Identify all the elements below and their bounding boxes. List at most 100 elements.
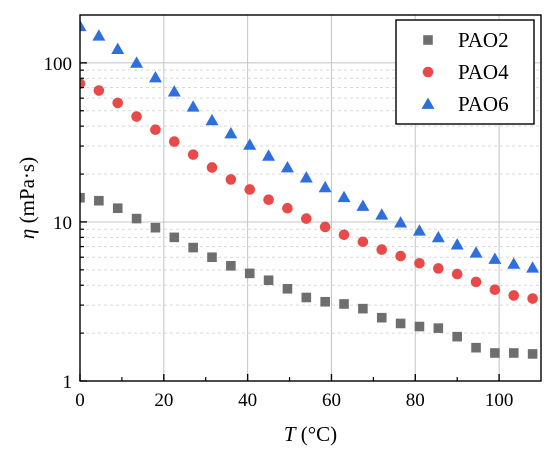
x-axis-label: T (°C) xyxy=(284,422,337,446)
data-point-pao2 xyxy=(226,260,236,271)
data-point-pao2 xyxy=(80,192,85,203)
data-point-pao6 xyxy=(507,257,521,269)
data-point-pao2 xyxy=(188,242,198,253)
data-point-pao4 xyxy=(187,149,199,160)
legend-label-pao2: PAO2 xyxy=(458,28,509,52)
y-axis-unit: (mPa·s) xyxy=(15,157,39,229)
data-point-pao4 xyxy=(80,78,86,89)
legend-marker-pao2 xyxy=(423,35,433,45)
data-point-pao2 xyxy=(244,268,255,279)
axis-ticks xyxy=(79,62,500,382)
data-point-pao2 xyxy=(301,292,312,303)
x-axis-unit: (°C) xyxy=(296,422,338,446)
data-point-pao2 xyxy=(94,195,104,206)
legend-label-pao4: PAO4 xyxy=(458,60,509,84)
data-point-pao6 xyxy=(148,70,162,83)
data-point-pao4 xyxy=(395,250,406,262)
data-point-pao2 xyxy=(471,342,481,353)
legend-marker-pao4 xyxy=(422,66,434,78)
data-point-pao4 xyxy=(282,202,293,214)
data-point-pao6 xyxy=(205,113,219,126)
data-point-pao6 xyxy=(299,171,313,183)
data-point-pao6 xyxy=(412,224,426,236)
data-point-pao6 xyxy=(337,190,351,203)
series-pao6 xyxy=(80,19,550,276)
data-point-pao6 xyxy=(92,29,106,41)
data-point-pao6 xyxy=(167,85,181,97)
data-point-pao6 xyxy=(394,216,408,228)
data-point-pao2 xyxy=(508,348,519,358)
data-point-pao2 xyxy=(282,283,293,294)
data-point-pao4 xyxy=(414,257,425,269)
data-point-pao4 xyxy=(489,284,501,295)
data-point-pao4 xyxy=(225,174,237,185)
data-point-pao4 xyxy=(338,229,350,241)
data-point-pao4 xyxy=(319,221,331,233)
data-point-pao2 xyxy=(320,296,330,307)
data-point-pao4 xyxy=(451,268,463,280)
data-point-pao6 xyxy=(543,265,550,276)
data-point-pao6 xyxy=(526,261,540,273)
data-point-pao2 xyxy=(545,355,550,365)
y-axis-label: η (mPa·s) xyxy=(15,157,39,239)
legend-box xyxy=(395,19,535,125)
data-point-pao4 xyxy=(112,97,124,109)
data-point-pao4 xyxy=(150,124,161,136)
y-tick-label: 1 xyxy=(63,372,73,393)
data-point-pao2 xyxy=(339,299,349,309)
data-point-pao6 xyxy=(280,160,294,173)
legend-item-pao6: PAO6 xyxy=(421,92,509,116)
y-tick-label: 100 xyxy=(44,54,73,75)
data-point-pao6 xyxy=(224,126,238,139)
data-point-pao6 xyxy=(356,199,370,211)
data-point-pao6 xyxy=(130,56,144,68)
x-tick-label: 80 xyxy=(406,390,425,411)
data-point-pao6 xyxy=(469,246,483,258)
legend-marker-pao6 xyxy=(421,97,435,109)
x-tick-label: 60 xyxy=(322,390,341,411)
x-tick-label: 0 xyxy=(75,390,85,411)
legend-item-pao4: PAO4 xyxy=(422,60,509,84)
data-point-pao2 xyxy=(490,348,500,358)
data-point-pao6 xyxy=(186,100,200,112)
data-point-pao6 xyxy=(375,208,389,220)
data-point-pao2 xyxy=(358,303,368,314)
data-point-pao4 xyxy=(376,244,388,255)
x-tick-label: 40 xyxy=(238,390,257,411)
plot-frame xyxy=(79,14,542,382)
data-point-pao6 xyxy=(318,180,332,193)
data-point-pao6 xyxy=(111,42,125,55)
data-point-pao6 xyxy=(243,138,257,150)
data-point-pao2 xyxy=(263,275,274,286)
y-tick-label: 10 xyxy=(53,213,72,234)
data-point-pao4 xyxy=(357,236,369,248)
y-axis-symbol: η xyxy=(15,229,39,239)
x-axis-symbol: T xyxy=(284,422,297,446)
data-point-pao4 xyxy=(263,194,274,205)
legend-item-pao2: PAO2 xyxy=(423,28,509,52)
data-point-pao4 xyxy=(206,162,218,173)
data-point-pao2 xyxy=(169,232,180,243)
legend-label-pao6: PAO6 xyxy=(458,92,509,116)
data-point-pao4 xyxy=(301,213,312,224)
data-series-layer xyxy=(80,19,550,365)
series-pao4 xyxy=(80,78,550,309)
axis-tick-labels: 0 20 40 60 80 100 1 10 100 xyxy=(44,54,514,411)
data-point-pao2 xyxy=(395,318,406,329)
data-point-pao4 xyxy=(508,290,520,301)
data-point-pao6 xyxy=(431,230,445,243)
x-tick-label: 20 xyxy=(154,390,173,411)
data-point-pao4 xyxy=(544,298,550,309)
data-point-pao6 xyxy=(262,149,276,161)
data-point-pao2 xyxy=(452,331,462,342)
data-point-pao4 xyxy=(244,184,256,195)
data-point-pao6 xyxy=(80,19,87,32)
data-point-pao2 xyxy=(112,203,123,214)
data-point-pao2 xyxy=(150,222,161,233)
x-tick-label: 100 xyxy=(485,390,514,411)
data-point-pao4 xyxy=(93,85,105,96)
data-point-pao2 xyxy=(376,312,387,323)
data-point-pao4 xyxy=(131,111,142,122)
